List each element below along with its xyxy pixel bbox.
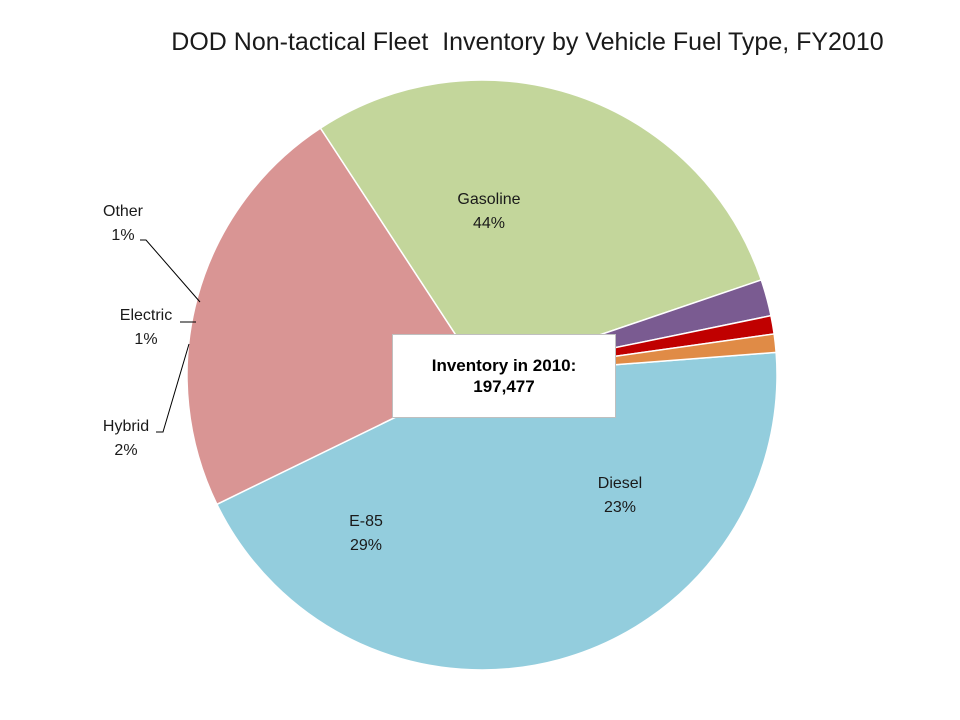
slice-label-electric: Electric 1% <box>120 304 172 352</box>
slice-percent-e85: 29% <box>349 537 383 554</box>
slice-name-hybrid: Hybrid <box>102 418 150 435</box>
total-inventory-label: Inventory in 2010: <box>431 356 577 375</box>
leader-line-hybrid <box>156 343 190 433</box>
slice-label-other: Other 1% <box>103 200 143 248</box>
slice-name-diesel: Diesel <box>597 475 643 492</box>
slice-label-gasoline: Gasoline 44% <box>457 188 520 236</box>
leader-line-other <box>140 239 201 303</box>
slice-percent-other: 1% <box>111 227 135 244</box>
slice-name-other: Other <box>102 203 144 220</box>
total-inventory-value: 197,477 <box>473 377 535 396</box>
chart-title: DOD Non-tactical Fleet Inventory by Vehi… <box>171 28 884 56</box>
pie-slice-gasoline <box>215 351 778 671</box>
slice-label-diesel: Diesel 23% <box>598 472 642 520</box>
slice-label-e85: E-85 29% <box>349 510 383 558</box>
slice-percent-electric: 1% <box>134 331 158 348</box>
slice-name-e85: E-85 <box>349 513 383 530</box>
total-inventory-box: Inventory in 2010: 197,477 <box>392 334 616 418</box>
slice-name-electric: Electric <box>119 307 173 324</box>
slice-percent-hybrid: 2% <box>114 442 138 459</box>
pie-slice-e85 <box>319 79 763 376</box>
slice-label-hybrid: Hybrid 2% <box>103 415 149 463</box>
slice-name-gasoline: Gasoline <box>457 191 521 208</box>
slice-percent-diesel: 23% <box>603 499 637 516</box>
slice-percent-gasoline: 44% <box>472 215 506 232</box>
